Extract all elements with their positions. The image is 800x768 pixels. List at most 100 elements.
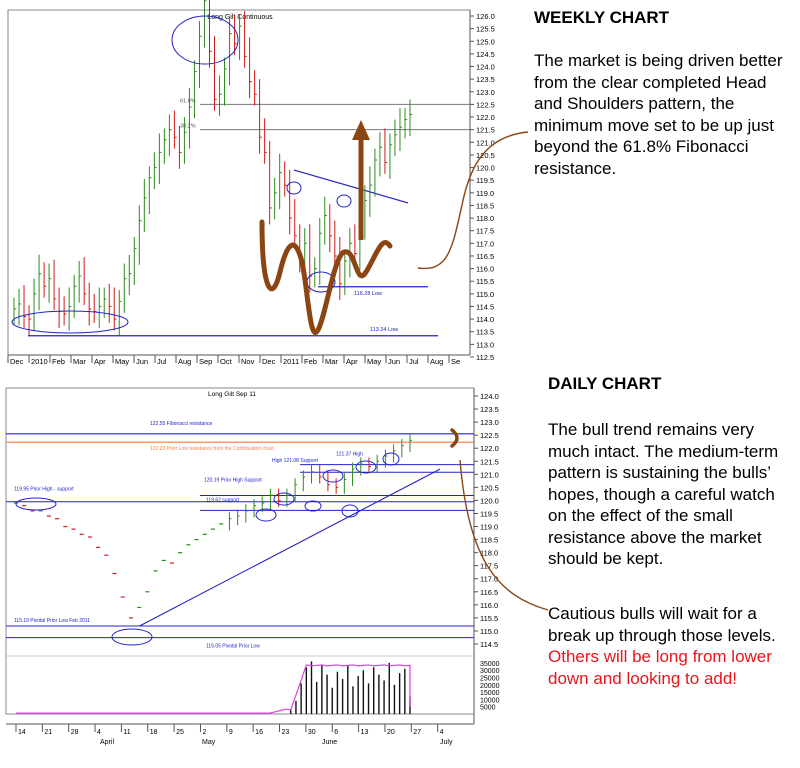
weekly-y-tick-label: 118.0: [476, 214, 494, 223]
daily-month-label: July: [440, 739, 453, 746]
daily-text-1: The bull trend remains very much intact.…: [548, 420, 779, 568]
daily-text-2-black: Cautious bulls will wait for a break up …: [548, 604, 776, 645]
daily-x-tick-label: 4: [97, 729, 101, 736]
daily-y-tick-label: 120.5: [480, 483, 499, 492]
weekly-x-tick-label: May: [367, 357, 381, 366]
weekly-y-tick-label: 120.0: [476, 164, 495, 173]
weekly-x-tick-label: Mar: [73, 357, 86, 366]
daily-x-tick-label: 28: [71, 729, 79, 736]
weekly-x-tick-label: Dec: [10, 357, 24, 366]
weekly-y-tick-label: 117.5: [476, 227, 494, 236]
weekly-x-tick-label: Jul: [157, 357, 167, 366]
weekly-x-tick-label: Jun: [136, 357, 148, 366]
daily-y-tick-label: 116.0: [480, 601, 498, 610]
daily-heading: DAILY CHART: [548, 374, 662, 393]
weekly-y-tick-label: 122.5: [476, 100, 495, 109]
daily-annotation-circle: [111, 628, 153, 646]
daily-annotation-circle: [15, 497, 57, 511]
daily-annotation-circle: [382, 452, 400, 466]
daily-y-tick-label: 122.0: [480, 444, 499, 453]
weekly-y-tick-label: 124.0: [476, 63, 495, 72]
daily-annotation-circle: [355, 460, 377, 474]
daily-month-label: May: [202, 739, 216, 746]
weekly-y-tick-label: 126.0: [476, 12, 495, 21]
daily-y-tick-label: 115.5: [480, 614, 498, 623]
weekly-x-tick-label: Se: [451, 357, 460, 366]
daily-annotation-circle: [322, 469, 344, 483]
daily-y-tick-label: 117.5: [480, 562, 498, 571]
weekly-y-tick-label: 113.0: [476, 340, 494, 349]
weekly-x-tick-label: Jun: [388, 357, 400, 366]
weekly-y-tick-label: 119.5: [476, 176, 494, 185]
daily-annotation-circle: [304, 500, 322, 512]
weekly-plot-frame: [7, 9, 471, 356]
daily-x-tick-label: 20: [387, 729, 395, 736]
daily-x-tick-label: 30: [308, 729, 316, 736]
weekly-y-tick-label: 122.0: [476, 113, 495, 122]
daily-y-tick-label: 114.5: [480, 640, 498, 649]
daily-pivotal-low-label: 115.05 Pivotal Prior Low: [206, 644, 260, 650]
daily-y-tick-label: 118.5: [480, 536, 498, 545]
weekly-y-tick-label: 123.5: [476, 75, 495, 84]
daily-y-tick-label: 121.5: [480, 457, 499, 466]
daily-annotation-circle: [273, 492, 295, 506]
weekly-x-tick-label: Aug: [430, 357, 443, 366]
weekly-x-tick-label: Oct: [220, 357, 233, 366]
daily-trend-line: [139, 468, 441, 627]
daily-prior-low-resistance-label: 122.23 Prior Low resistance from the Con…: [150, 446, 275, 452]
weekly-x-tick-label: Aug: [178, 357, 191, 366]
daily-x-tick-label: 14: [18, 729, 26, 736]
weekly-x-tick-label: Sep: [199, 357, 212, 366]
weekly-x-tick-label: May: [115, 357, 129, 366]
weekly-head-shoulders-pattern: [259, 219, 393, 335]
daily-fib-resistance-label: 122.55 Fibonacci resistance: [150, 421, 212, 427]
daily-y-tick-label: 121.0: [480, 470, 499, 479]
daily-x-tick-label: 9: [229, 729, 233, 736]
daily-x-tick-label: 2: [202, 729, 206, 736]
weekly-y-tick-label: 119.0: [476, 189, 494, 198]
weekly-x-tick-label: Dec: [262, 357, 276, 366]
weekly-shoulder-circle-left: [286, 181, 302, 195]
daily-high-121-37-label: 121.37 High: [336, 452, 363, 458]
weekly-y-tick-label: 116.0: [476, 265, 494, 274]
weekly-y-tick-label: 114.0: [476, 315, 494, 324]
weekly-y-tick-label: 120.5: [476, 151, 495, 160]
daily-y-tick-label: 119.0: [480, 523, 498, 532]
daily-y-tick-label: 123.0: [480, 418, 499, 427]
daily-high-121-08-label: High 121.08 Support: [272, 458, 318, 464]
daily-y-tick-label: 124.0: [480, 392, 499, 401]
daily-prior-high-support-label: 120.19 Prior High Support: [204, 477, 262, 483]
daily-annotation-circle: [255, 508, 277, 522]
weekly-low-circle: [11, 310, 129, 334]
daily-y-tick-label: 117.0: [480, 575, 498, 584]
daily-volume-tick-label: 35000: [480, 661, 500, 668]
daily-text-2: Cautious bulls will wait for a break up …: [548, 603, 796, 689]
daily-text-2-red: Others will be long from lower down and …: [548, 647, 772, 688]
weekly-low-113-label: 113.34 Low: [370, 327, 398, 333]
weekly-x-tick-label: Apr: [94, 357, 106, 366]
daily-y-tick-label: 118.0: [480, 549, 498, 558]
daily-support-119-62-label: 119.62 support: [206, 497, 240, 503]
weekly-x-tick-label: Nov: [241, 357, 255, 366]
weekly-chart: 126.0 125.5 125.0 124.5 124.0 123.5 123.0 122.5…: [7, 0, 495, 366]
daily-x-tick-label: 16: [255, 729, 263, 736]
weekly-y-tick-label: 125.5: [476, 25, 495, 34]
weekly-fib-618-label: 61.8%: [180, 98, 196, 104]
weekly-title: Long Gilt Continuous: [207, 14, 273, 21]
weekly-x-tick-label: Feb: [304, 357, 317, 366]
weekly-y-tick-label: 124.5: [476, 50, 495, 59]
daily-volume-tick-label: 30000: [480, 668, 500, 675]
weekly-fib-382-label: 38.2%: [180, 124, 196, 130]
daily-y-tick-label: 122.5: [480, 431, 499, 440]
daily-volume-tick-label: 25000: [480, 676, 500, 683]
daily-x-tick-label: 11: [123, 729, 130, 736]
weekly-x-tick-label: Feb: [52, 357, 65, 366]
daily-y-tick-label: 115.0: [480, 627, 498, 636]
daily-prior-high-support-2-label: 119.95 Prior High - support: [14, 487, 74, 493]
weekly-y-tick-label: 125.0: [476, 37, 495, 46]
weekly-neckline: [293, 169, 409, 204]
daily-y-tick-label: 116.5: [480, 588, 498, 597]
weekly-y-tick-label: 115.5: [476, 277, 494, 286]
daily-month-label: April: [100, 739, 114, 746]
weekly-x-tick-label: Jul: [409, 357, 419, 366]
